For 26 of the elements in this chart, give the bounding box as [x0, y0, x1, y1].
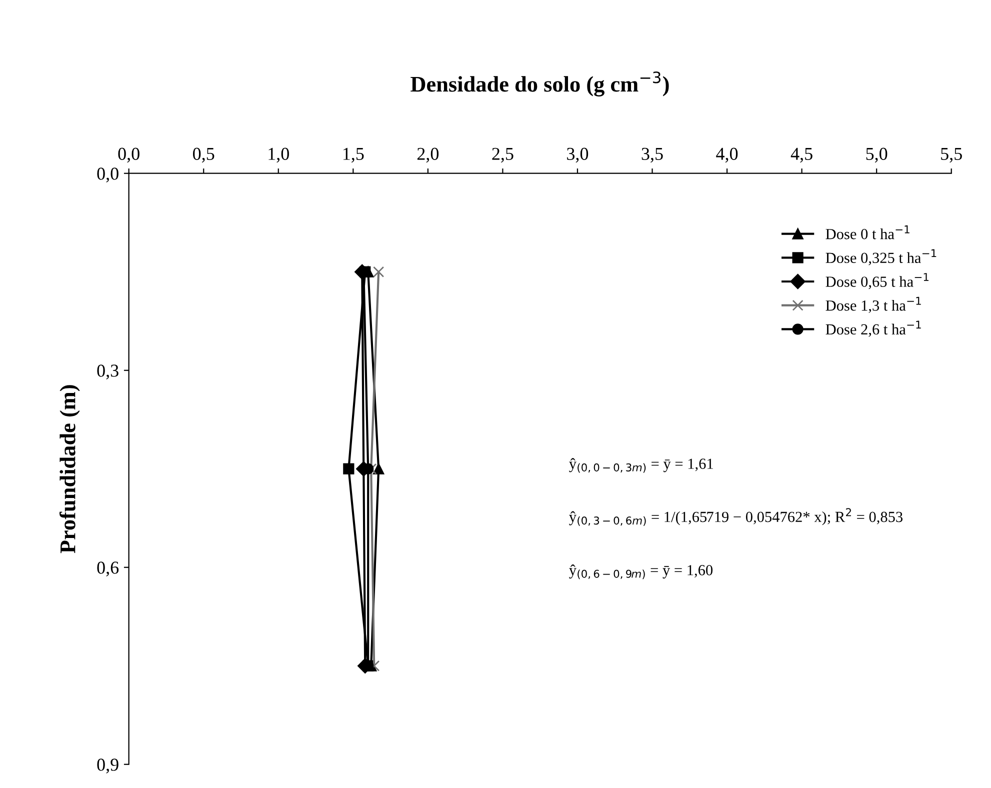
- x-tick-label: 3,5: [642, 148, 663, 163]
- x-tick-label: 3,0: [567, 148, 588, 163]
- x-tick-label: 2,5: [492, 148, 514, 163]
- x-tick-label: 4,0: [716, 148, 738, 163]
- x-tick-label: 1,5: [343, 148, 364, 163]
- legend-label: Dose 0,325 t ha$^{−1}$: [826, 249, 936, 266]
- y-axis-title: Profundidade (m): [59, 385, 80, 554]
- annotation: ŷ$_{(0,6−0,9m)}$ = ȳ = 1,60: [569, 564, 713, 580]
- x-tick-label: 0,0: [118, 148, 140, 163]
- x-tick-label: 1,0: [268, 148, 289, 163]
- y-tick-label: 0,6: [97, 562, 119, 576]
- x-tick-label: 4,5: [790, 148, 812, 163]
- legend-label: Dose 0 t ha$^{−1}$: [826, 225, 910, 240]
- x-tick-label: 2,0: [417, 148, 439, 163]
- x-tick-label: 0,5: [193, 148, 214, 163]
- annotation: ŷ$_{(0,3−0,6m)}$ = 1/(1,65719 − 0,054762* x); R$^{2}$ = 0,853: [569, 508, 903, 526]
- legend-label: Dose 0,65 t ha$^{−1}$: [826, 273, 928, 290]
- legend-label: Dose 2,6 t ha$^{−1}$: [826, 320, 921, 337]
- y-tick-label: 0,0: [97, 168, 118, 182]
- annotation: ŷ$_{(0,0−0,3m)}$ = ȳ = 1,61: [569, 458, 713, 473]
- x-tick-label: 5,0: [866, 148, 888, 163]
- y-tick-label: 0,3: [97, 364, 118, 380]
- x-tick-label: 5,5: [941, 148, 962, 163]
- y-tick-label: 0,9: [97, 758, 118, 774]
- legend-label: Dose 1,3 t ha$^{−1}$: [826, 296, 921, 313]
- x-axis-title: Densidade do solo (g cm$^{−3}$): [410, 71, 669, 96]
